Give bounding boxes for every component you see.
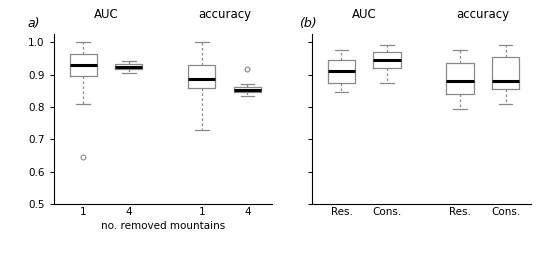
Text: AUC: AUC [352,8,377,21]
Text: (b): (b) [299,17,316,30]
Text: accuracy: accuracy [198,8,251,21]
Text: AUC: AUC [94,8,118,21]
X-axis label: no. removed mountains: no. removed mountains [101,221,225,231]
Text: a): a) [27,17,40,30]
Text: accuracy: accuracy [456,8,509,21]
